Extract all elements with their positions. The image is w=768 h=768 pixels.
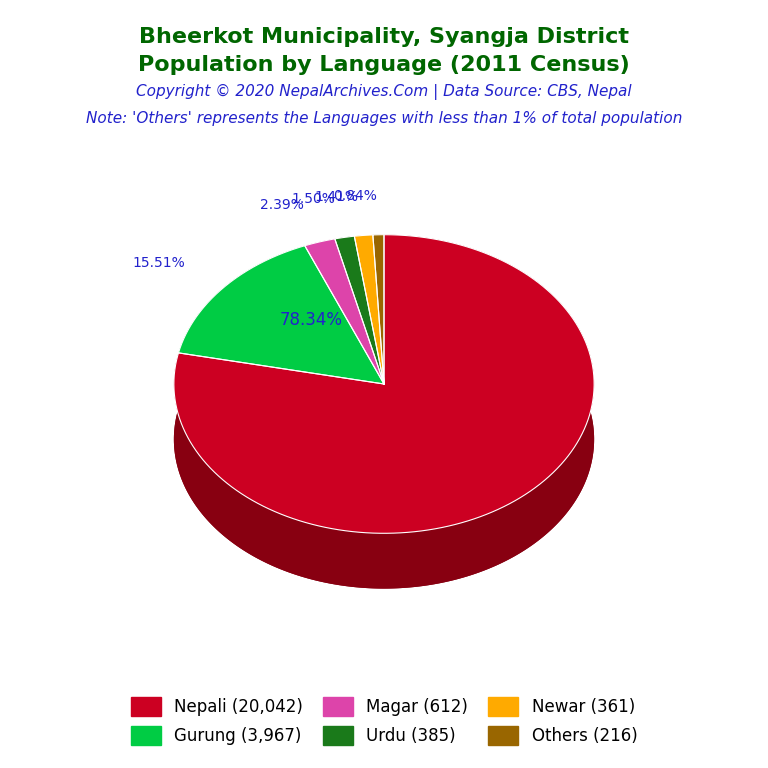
Text: 78.34%: 78.34%	[280, 311, 343, 329]
Polygon shape	[174, 290, 594, 588]
Text: 1.50%: 1.50%	[291, 192, 335, 207]
Polygon shape	[174, 235, 594, 588]
Polygon shape	[372, 235, 384, 384]
Polygon shape	[335, 237, 384, 384]
Text: 0.84%: 0.84%	[333, 189, 377, 203]
Polygon shape	[335, 237, 354, 294]
Text: Copyright © 2020 NepalArchives.Com | Data Source: CBS, Nepal: Copyright © 2020 NepalArchives.Com | Dat…	[136, 84, 632, 101]
Polygon shape	[372, 235, 384, 290]
Polygon shape	[178, 246, 305, 408]
Polygon shape	[354, 235, 372, 292]
Polygon shape	[354, 235, 384, 384]
Polygon shape	[305, 239, 384, 384]
Polygon shape	[178, 246, 384, 384]
Polygon shape	[305, 239, 335, 301]
Legend: Nepali (20,042), Gurung (3,967), Magar (612), Urdu (385), Newar (361), Others (2: Nepali (20,042), Gurung (3,967), Magar (…	[124, 690, 644, 752]
Text: Note: 'Others' represents the Languages with less than 1% of total population: Note: 'Others' represents the Languages …	[86, 111, 682, 126]
Text: 1.41%: 1.41%	[315, 190, 359, 204]
Text: Bheerkot Municipality, Syangja District: Bheerkot Municipality, Syangja District	[139, 27, 629, 47]
Text: 15.51%: 15.51%	[132, 257, 185, 270]
Polygon shape	[174, 235, 594, 533]
Text: 2.39%: 2.39%	[260, 198, 304, 212]
Text: Population by Language (2011 Census): Population by Language (2011 Census)	[138, 55, 630, 75]
